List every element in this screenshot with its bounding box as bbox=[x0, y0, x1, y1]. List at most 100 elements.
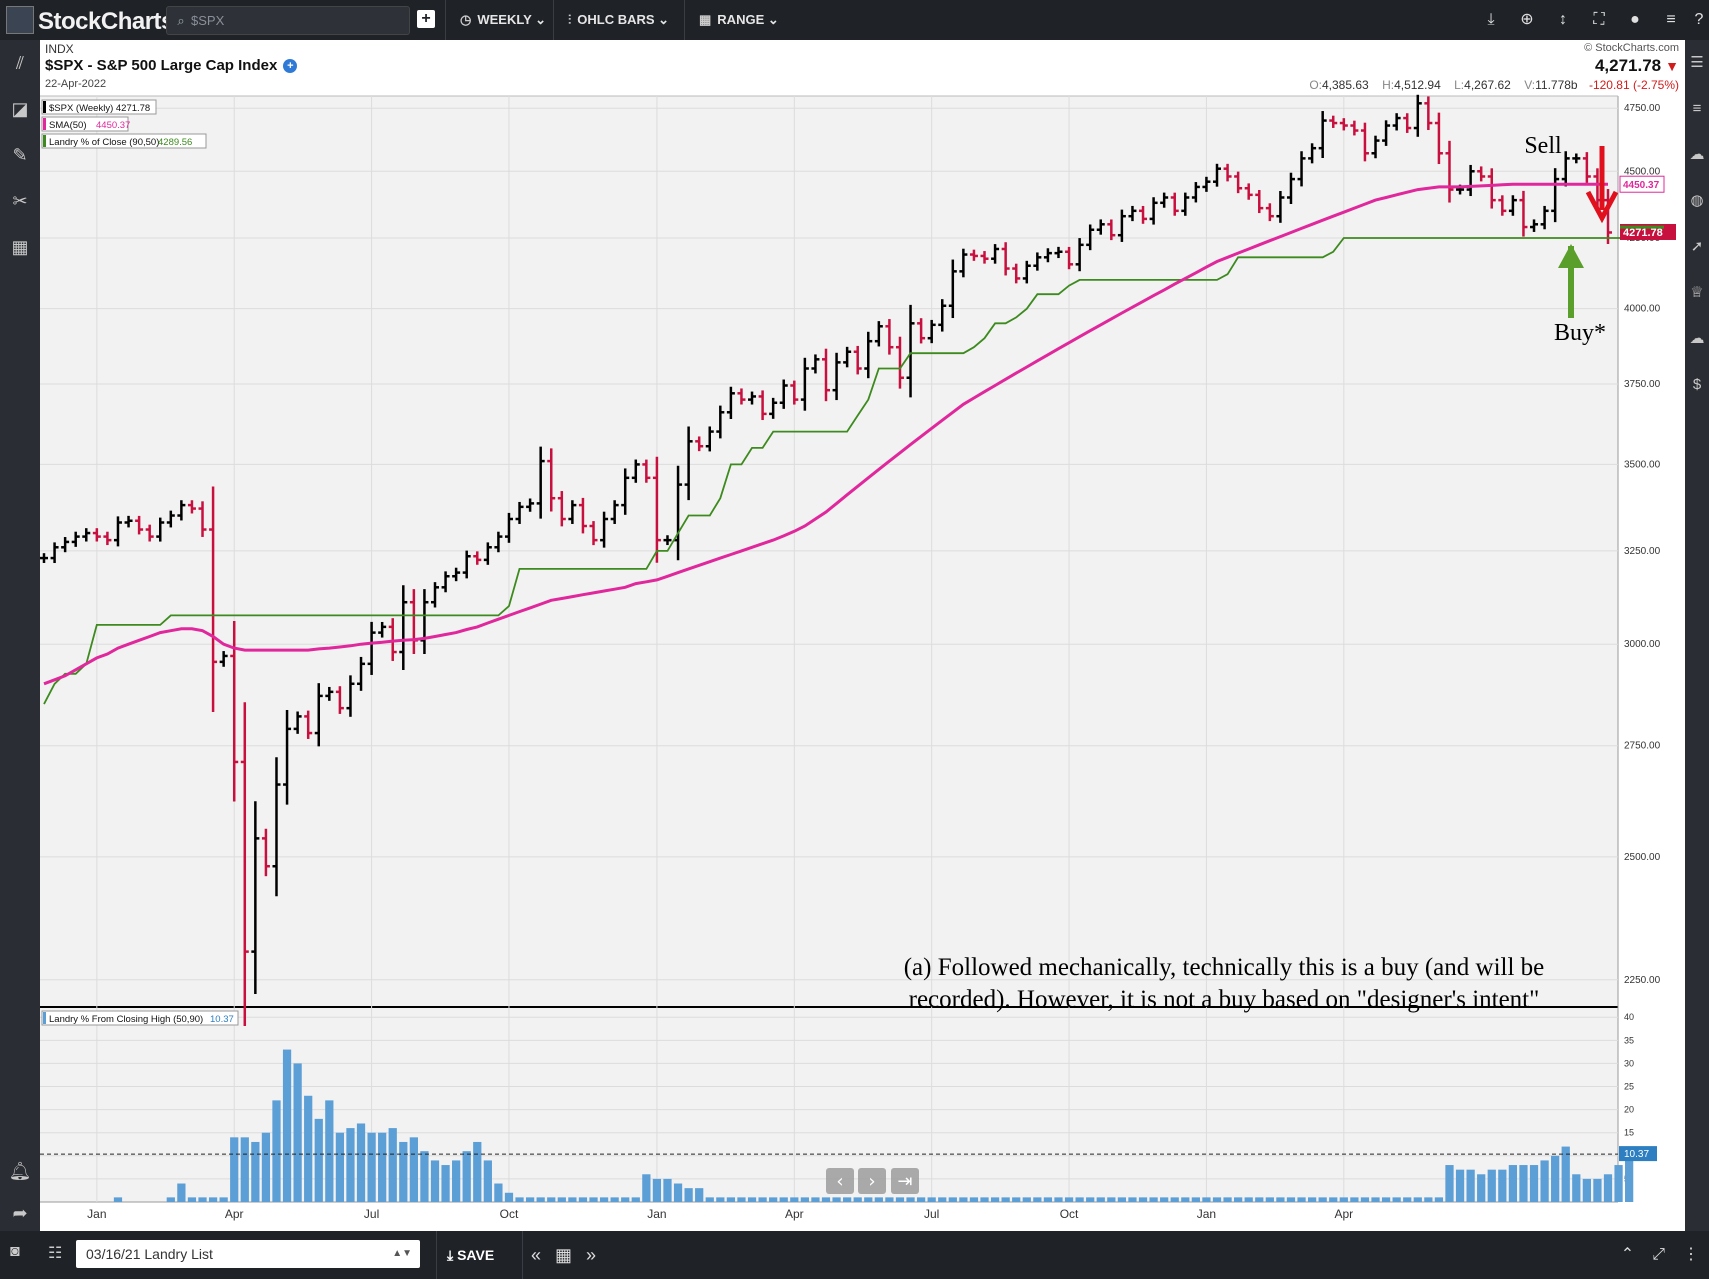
last-price: 4,271.78 ▼ bbox=[1594, 56, 1679, 75]
histogram-bar bbox=[335, 1132, 345, 1202]
ohlc-bar bbox=[1223, 163, 1232, 182]
ohlc-bar bbox=[494, 531, 503, 553]
y-tick-label: 4500.00 bbox=[1624, 166, 1661, 177]
dollar-icon[interactable]: $ bbox=[1692, 376, 1702, 393]
histogram-bar bbox=[1075, 1197, 1084, 1202]
last-price-tag-text: 4271.78 bbox=[1623, 227, 1663, 239]
cloud-icon[interactable]: ☁ bbox=[1689, 146, 1705, 163]
stockcharts-logo[interactable]: StockCharts bbox=[6, 6, 174, 36]
scroll-end-icon[interactable]: ⇥ bbox=[891, 1168, 919, 1194]
symbol-search-input[interactable]: ⌕ $SPX bbox=[166, 6, 410, 35]
ohlc-bar bbox=[473, 551, 482, 565]
ohlc-bar bbox=[388, 618, 397, 661]
paint-bucket-icon[interactable]: ◪ bbox=[11, 99, 29, 119]
ohlc-bar bbox=[642, 459, 651, 483]
histogram-bar bbox=[1413, 1197, 1422, 1202]
sliders-icon[interactable]: ☰ bbox=[1690, 54, 1704, 71]
camera-icon[interactable]: ◙ bbox=[10, 1243, 20, 1260]
download-icon[interactable]: ⤓ bbox=[1487, 11, 1495, 28]
copyright: © StockCharts.com bbox=[1584, 42, 1679, 54]
ohlc-bar bbox=[283, 710, 292, 805]
scroll-left-icon[interactable]: ‹ bbox=[826, 1168, 854, 1194]
x-tick-label: Apr bbox=[225, 1207, 244, 1221]
tools-icon[interactable]: ✂ bbox=[12, 191, 28, 211]
list-icon[interactable]: ☷ bbox=[48, 1245, 63, 1262]
histogram-bar bbox=[1086, 1197, 1095, 1202]
previous-icon[interactable]: « bbox=[531, 1245, 542, 1265]
ohlc-bar bbox=[991, 244, 1000, 264]
account-icon[interactable]: ● bbox=[1630, 11, 1640, 28]
period-dropdown[interactable]: ◷ WEEKLY ⌄ bbox=[445, 0, 560, 40]
ohlc-bar bbox=[1244, 183, 1253, 200]
collapse-icon[interactable]: ⌃ bbox=[1620, 1246, 1635, 1263]
y-tick-label: 2250.00 bbox=[1624, 975, 1661, 986]
add-symbol-button[interactable]: + bbox=[417, 10, 435, 28]
ohlc-bar bbox=[1466, 164, 1475, 197]
chart-title: $SPX - S&P 500 Large Cap Index + bbox=[45, 57, 298, 74]
histogram-bar bbox=[198, 1197, 207, 1202]
ohlc-bar bbox=[378, 621, 387, 638]
menu-icon[interactable]: ≡ bbox=[1666, 11, 1676, 28]
histogram-bar bbox=[1286, 1197, 1296, 1202]
y-tick-label: 3250.00 bbox=[1624, 546, 1661, 557]
ohlc-bar bbox=[1477, 166, 1486, 182]
chart-type-dropdown[interactable]: ⫶ OHLC BARS ⌄ bbox=[553, 0, 683, 40]
trophy-icon[interactable]: ♕ bbox=[1690, 284, 1704, 301]
scroll-right-icon-bg bbox=[858, 1168, 886, 1194]
next-icon[interactable]: » bbox=[586, 1245, 597, 1265]
ohlc-bar bbox=[1096, 219, 1105, 235]
ohlc-bar bbox=[261, 828, 270, 877]
ohlc-bar bbox=[1234, 171, 1243, 194]
ohlc-bar bbox=[483, 542, 492, 565]
histogram-bar bbox=[1350, 1197, 1359, 1202]
down-arrow-icon: ▼ bbox=[1665, 58, 1679, 74]
scroll-end-icon-glyph: ⇥ bbox=[897, 1171, 912, 1192]
histogram-bar bbox=[1297, 1197, 1306, 1202]
lower-y-tick-label: 40 bbox=[1624, 1012, 1634, 1022]
chart-icon[interactable]: ⫽ bbox=[15, 53, 25, 73]
ohlc-bar bbox=[452, 567, 461, 582]
more-icon[interactable]: ⋮ bbox=[1683, 1246, 1699, 1263]
save-button[interactable]: ⤓ SAVE bbox=[436, 1231, 504, 1279]
x-tick-label: Apr bbox=[785, 1207, 804, 1221]
ohlc-bar bbox=[166, 510, 175, 528]
globe-icon[interactable]: ◍ bbox=[1690, 192, 1704, 209]
crosshair-icon[interactable]: ⊕ bbox=[1520, 11, 1534, 28]
cloud-icon[interactable]: ☁ bbox=[1689, 330, 1705, 347]
share-icon[interactable]: ➦ bbox=[12, 1203, 28, 1223]
expand-icon[interactable]: ⤢ bbox=[1652, 1246, 1665, 1263]
x-tick-label: Jan bbox=[1197, 1207, 1216, 1221]
x-tick-label: Oct bbox=[500, 1207, 519, 1221]
settings-icon[interactable]: ≡ bbox=[1692, 100, 1702, 117]
ohlc-bar bbox=[346, 675, 355, 717]
scroll-right-icon[interactable]: › bbox=[858, 1168, 886, 1194]
range-dropdown[interactable]: ▦ RANGE ⌄ bbox=[684, 0, 793, 40]
bell-icon[interactable]: 🔔︎ bbox=[8, 1161, 32, 1181]
chartlist-select[interactable]: 03/16/21 Landry List ▲▼ bbox=[76, 1240, 420, 1268]
ohlc-bar bbox=[769, 397, 778, 419]
grid-icon[interactable]: ▦ bbox=[555, 1245, 573, 1265]
sma-price-tag bbox=[1619, 175, 1665, 193]
histogram-bar bbox=[219, 1197, 228, 1202]
ohlc-bar bbox=[557, 491, 566, 527]
rocket-icon[interactable]: ➚ bbox=[1690, 238, 1704, 255]
annotate-icon[interactable]: ↕ bbox=[1559, 11, 1567, 28]
histogram-bar bbox=[462, 1151, 471, 1202]
histogram-bar bbox=[927, 1197, 936, 1202]
chart-canvas[interactable]: 2250.00 2500.00 2750.00 3000.00 3250.00 3500.… bbox=[40, 40, 1685, 1231]
ohlc-bar bbox=[948, 259, 957, 319]
ohlc-bar bbox=[1033, 252, 1042, 271]
brush-icon[interactable]: ✎ bbox=[12, 145, 28, 165]
histogram-bar bbox=[261, 1132, 271, 1202]
ohlc-bar bbox=[1181, 192, 1190, 216]
ohlc-bar bbox=[293, 711, 302, 734]
histogram-bar bbox=[589, 1197, 598, 1202]
layout-icon[interactable]: ▦ bbox=[11, 237, 29, 257]
histogram-bar bbox=[948, 1197, 957, 1202]
ohlc-bar bbox=[240, 702, 249, 1027]
buy-label: Buy* bbox=[1554, 320, 1606, 346]
help-icon[interactable]: ? bbox=[1694, 11, 1704, 28]
add-to-list-icon[interactable]: + bbox=[283, 59, 298, 73]
fullscreen-icon[interactable]: ⛶ bbox=[1593, 11, 1605, 28]
ohlc-bar bbox=[1022, 260, 1031, 284]
